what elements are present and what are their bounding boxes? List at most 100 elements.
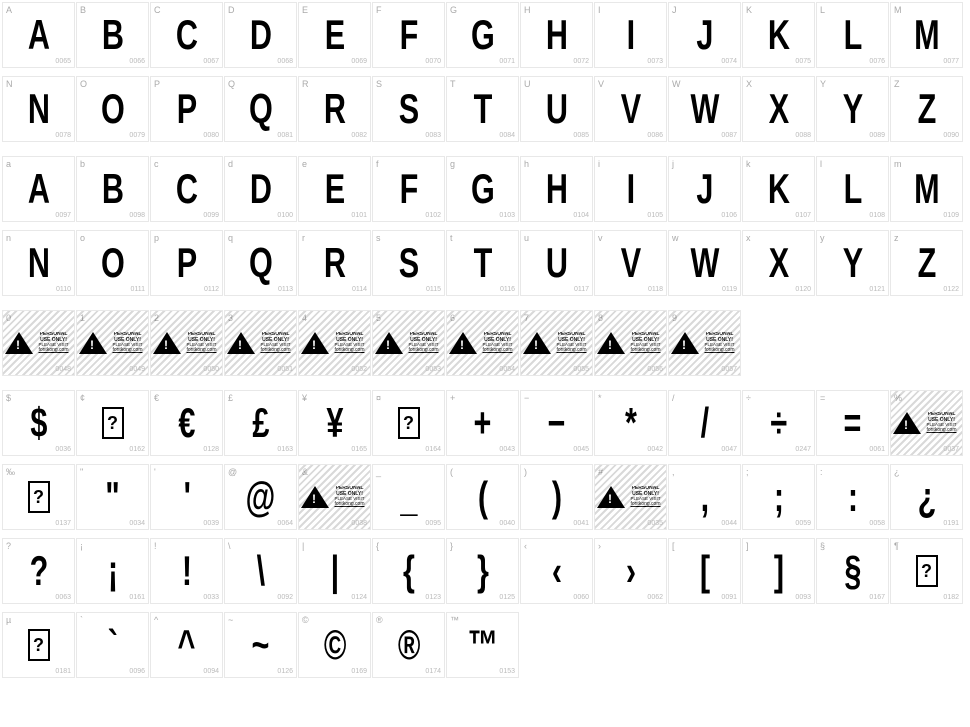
glyph-cell[interactable]: 3 PERSONAL USE ONLY!PLEASE VISITfontkong… bbox=[224, 310, 297, 376]
glyph-cell[interactable]: ‹ ‹ 0060 bbox=[520, 538, 593, 604]
glyph-cell[interactable]: 2 PERSONAL USE ONLY!PLEASE VISITfontkong… bbox=[150, 310, 223, 376]
glyph-cell[interactable]: 8 PERSONAL USE ONLY!PLEASE VISITfontkong… bbox=[594, 310, 667, 376]
glyph-cell[interactable]: ¿ ¿ 0191 bbox=[890, 464, 963, 530]
glyph-cell[interactable]: W W 0087 bbox=[668, 76, 741, 142]
glyph-cell[interactable]: ^ ^ 0094 bbox=[150, 612, 223, 678]
glyph-cell[interactable]: ¤ ? 0164 bbox=[372, 390, 445, 456]
glyph-cell[interactable]: c C 0099 bbox=[150, 156, 223, 222]
glyph-cell[interactable]: ÷ ÷ 0247 bbox=[742, 390, 815, 456]
glyph-cell[interactable]: µ ? 0181 bbox=[2, 612, 75, 678]
glyph-cell[interactable]: { { 0123 bbox=[372, 538, 445, 604]
glyph-cell[interactable]: $ $ 0036 bbox=[2, 390, 75, 456]
glyph-cell[interactable]: l L 0108 bbox=[816, 156, 889, 222]
glyph-cell[interactable]: N N 0078 bbox=[2, 76, 75, 142]
glyph-cell[interactable]: ] ] 0093 bbox=[742, 538, 815, 604]
glyph-cell[interactable]: Z Z 0090 bbox=[890, 76, 963, 142]
glyph-cell[interactable]: K K 0075 bbox=[742, 2, 815, 68]
glyph-cell[interactable]: H H 0072 bbox=[520, 2, 593, 68]
glyph-cell[interactable]: ‰ ? 0137 bbox=[2, 464, 75, 530]
glyph-cell[interactable]: A A 0065 bbox=[2, 2, 75, 68]
glyph-cell[interactable]: ) ) 0041 bbox=[520, 464, 593, 530]
glyph-cell[interactable]: [ [ 0091 bbox=[668, 538, 741, 604]
glyph-cell[interactable]: ¥ ¥ 0165 bbox=[298, 390, 371, 456]
glyph-cell[interactable]: − − 0045 bbox=[520, 390, 593, 456]
glyph-cell[interactable]: G G 0071 bbox=[446, 2, 519, 68]
glyph-cell[interactable]: d D 0100 bbox=[224, 156, 297, 222]
glyph-cell[interactable]: , , 0044 bbox=[668, 464, 741, 530]
glyph-cell[interactable]: T T 0084 bbox=[446, 76, 519, 142]
glyph-cell[interactable]: ; ; 0059 bbox=[742, 464, 815, 530]
glyph-cell[interactable]: 5 PERSONAL USE ONLY!PLEASE VISITfontkong… bbox=[372, 310, 445, 376]
glyph-cell[interactable]: " " 0034 bbox=[76, 464, 149, 530]
glyph-cell[interactable]: R R 0082 bbox=[298, 76, 371, 142]
glyph-cell[interactable]: ~ ~ 0126 bbox=[224, 612, 297, 678]
glyph-cell[interactable]: a A 0097 bbox=[2, 156, 75, 222]
glyph-cell[interactable]: p P 0112 bbox=[150, 230, 223, 296]
glyph-cell[interactable]: Q Q 0081 bbox=[224, 76, 297, 142]
glyph-cell[interactable]: ? ? 0063 bbox=[2, 538, 75, 604]
glyph-cell[interactable]: s S 0115 bbox=[372, 230, 445, 296]
glyph-cell[interactable]: P P 0080 bbox=[150, 76, 223, 142]
glyph-cell[interactable]: @ @ 0064 bbox=[224, 464, 297, 530]
glyph-cell[interactable]: w W 0119 bbox=[668, 230, 741, 296]
glyph-cell[interactable]: : : 0058 bbox=[816, 464, 889, 530]
glyph-cell[interactable]: J J 0074 bbox=[668, 2, 741, 68]
glyph-cell[interactable]: ' ' 0039 bbox=[150, 464, 223, 530]
glyph-cell[interactable]: f F 0102 bbox=[372, 156, 445, 222]
glyph-cell[interactable]: # PERSONAL USE ONLY!PLEASE VISITfontkong… bbox=[594, 464, 667, 530]
glyph-cell[interactable]: ¡ ¡ 0161 bbox=[76, 538, 149, 604]
glyph-cell[interactable]: € € 0128 bbox=[150, 390, 223, 456]
glyph-cell[interactable]: | | 0124 bbox=[298, 538, 371, 604]
glyph-cell[interactable]: q Q 0113 bbox=[224, 230, 297, 296]
glyph-cell[interactable]: O O 0079 bbox=[76, 76, 149, 142]
glyph-cell[interactable]: X X 0088 bbox=[742, 76, 815, 142]
glyph-cell[interactable]: n N 0110 bbox=[2, 230, 75, 296]
glyph-cell[interactable]: Y Y 0089 bbox=[816, 76, 889, 142]
glyph-cell[interactable]: b B 0098 bbox=[76, 156, 149, 222]
glyph-cell[interactable]: 9 PERSONAL USE ONLY!PLEASE VISITfontkong… bbox=[668, 310, 741, 376]
glyph-cell[interactable]: § § 0167 bbox=[816, 538, 889, 604]
glyph-cell[interactable]: / / 0047 bbox=[668, 390, 741, 456]
glyph-cell[interactable]: _ _ 0095 bbox=[372, 464, 445, 530]
glyph-cell[interactable]: e E 0101 bbox=[298, 156, 371, 222]
glyph-cell[interactable]: o O 0111 bbox=[76, 230, 149, 296]
glyph-cell[interactable]: C C 0067 bbox=[150, 2, 223, 68]
glyph-cell[interactable]: t T 0116 bbox=[446, 230, 519, 296]
glyph-cell[interactable]: % PERSONAL USE ONLY!PLEASE VISITfontkong… bbox=[890, 390, 963, 456]
glyph-cell[interactable]: k K 0107 bbox=[742, 156, 815, 222]
glyph-cell[interactable]: x X 0120 bbox=[742, 230, 815, 296]
glyph-cell[interactable]: › › 0062 bbox=[594, 538, 667, 604]
glyph-cell[interactable]: 0 PERSONAL USE ONLY!PLEASE VISITfontkong… bbox=[2, 310, 75, 376]
glyph-cell[interactable]: 1 PERSONAL USE ONLY!PLEASE VISITfontkong… bbox=[76, 310, 149, 376]
glyph-cell[interactable]: © © 0169 bbox=[298, 612, 371, 678]
glyph-cell[interactable]: + + 0043 bbox=[446, 390, 519, 456]
glyph-cell[interactable]: g G 0103 bbox=[446, 156, 519, 222]
glyph-cell[interactable]: & PERSONAL USE ONLY!PLEASE VISITfontkong… bbox=[298, 464, 371, 530]
glyph-cell[interactable]: ¶ ? 0182 bbox=[890, 538, 963, 604]
glyph-cell[interactable]: ( ( 0040 bbox=[446, 464, 519, 530]
glyph-cell[interactable]: r R 0114 bbox=[298, 230, 371, 296]
glyph-cell[interactable]: S S 0083 bbox=[372, 76, 445, 142]
glyph-cell[interactable]: D D 0068 bbox=[224, 2, 297, 68]
glyph-cell[interactable]: ® ® 0174 bbox=[372, 612, 445, 678]
glyph-cell[interactable]: ™ ™ 0153 bbox=[446, 612, 519, 678]
glyph-cell[interactable]: L L 0076 bbox=[816, 2, 889, 68]
glyph-cell[interactable]: * * 0042 bbox=[594, 390, 667, 456]
glyph-cell[interactable]: 7 PERSONAL USE ONLY!PLEASE VISITfontkong… bbox=[520, 310, 593, 376]
glyph-cell[interactable]: y Y 0121 bbox=[816, 230, 889, 296]
glyph-cell[interactable]: M M 0077 bbox=[890, 2, 963, 68]
glyph-cell[interactable]: B B 0066 bbox=[76, 2, 149, 68]
glyph-cell[interactable]: } } 0125 bbox=[446, 538, 519, 604]
glyph-cell[interactable]: h H 0104 bbox=[520, 156, 593, 222]
glyph-cell[interactable]: F F 0070 bbox=[372, 2, 445, 68]
glyph-cell[interactable]: z Z 0122 bbox=[890, 230, 963, 296]
glyph-cell[interactable]: 6 PERSONAL USE ONLY!PLEASE VISITfontkong… bbox=[446, 310, 519, 376]
glyph-cell[interactable]: v V 0118 bbox=[594, 230, 667, 296]
glyph-cell[interactable]: i I 0105 bbox=[594, 156, 667, 222]
glyph-cell[interactable]: \ \ 0092 bbox=[224, 538, 297, 604]
glyph-cell[interactable]: u U 0117 bbox=[520, 230, 593, 296]
glyph-cell[interactable]: ! ! 0033 bbox=[150, 538, 223, 604]
glyph-cell[interactable]: U U 0085 bbox=[520, 76, 593, 142]
glyph-cell[interactable]: £ £ 0163 bbox=[224, 390, 297, 456]
glyph-cell[interactable]: E E 0069 bbox=[298, 2, 371, 68]
